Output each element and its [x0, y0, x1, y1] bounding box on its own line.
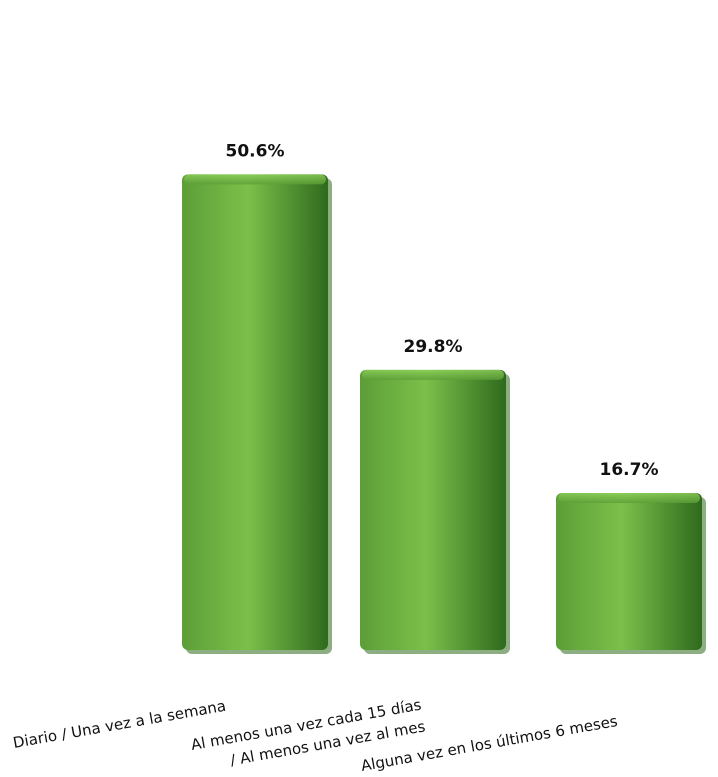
bar-top-2 [558, 493, 700, 504]
value-label-0: 50.6% [226, 141, 285, 161]
value-label-1: 29.8% [404, 337, 463, 357]
bar-top-1 [362, 369, 504, 380]
bar-top-0 [184, 174, 326, 185]
bar-2 [556, 493, 702, 650]
bar-1 [360, 369, 506, 650]
value-label-2: 16.7% [600, 460, 659, 480]
bar-0 [182, 174, 328, 651]
labels-layer: 50.6%29.8%16.7%Diario / Una vez a la sem… [12, 141, 659, 775]
bars-layer [182, 174, 706, 655]
